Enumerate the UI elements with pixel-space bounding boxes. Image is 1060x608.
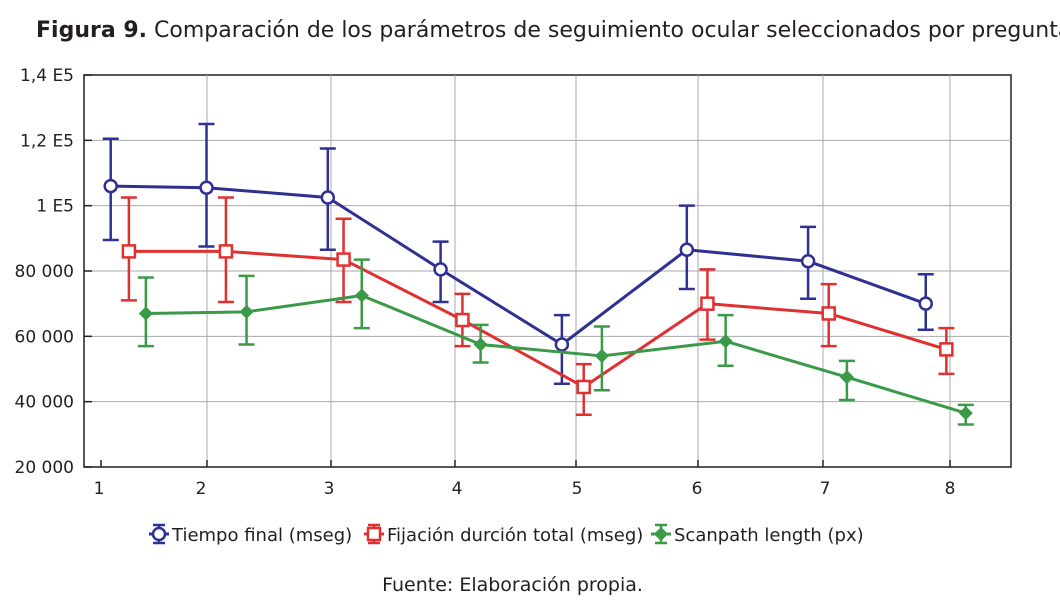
legend-label: Fijación durción total (mseg) (387, 525, 643, 546)
y-tick-label: 1 E5 (36, 197, 74, 217)
x-tick-label: 7 (820, 479, 831, 499)
data-point (354, 288, 369, 303)
data-point (239, 304, 254, 319)
grid (84, 75, 1011, 467)
figure-source: Fuente: Elaboración propia. (382, 574, 643, 596)
data-point (576, 379, 591, 395)
series-layer (102, 122, 974, 426)
x-tick-label: 4 (452, 479, 463, 499)
series-3 (137, 258, 974, 426)
series-2 (120, 196, 955, 416)
x-axis-ticks: 1 2 3 4 5 6 7 8 (94, 460, 956, 499)
series-line (128, 249, 947, 389)
data-point (218, 244, 234, 259)
y-tick-label: 1,4 E5 (20, 66, 74, 86)
y-axis-ticks: 20 000 40 000 60 000 80 000 1 E5 1,2 E5 1,4 E5 (15, 66, 92, 478)
data-point (821, 306, 836, 321)
series-line (145, 294, 967, 415)
data-point (199, 180, 214, 195)
legend-marker (366, 526, 382, 542)
legend-label: Tiempo final (mseg) (171, 525, 352, 546)
x-tick-label: 1 (94, 479, 105, 499)
data-point (121, 244, 137, 259)
series-1 (102, 122, 934, 385)
data-point (433, 262, 448, 277)
x-tick-label: 3 (324, 479, 335, 499)
legend-marker (151, 526, 167, 542)
data-point (958, 406, 973, 421)
data-point (594, 348, 609, 363)
data-point (700, 296, 715, 311)
legend-marker (653, 526, 669, 542)
legend-label: Scanpath length (px) (674, 525, 864, 546)
data-point (455, 312, 470, 328)
data-point (800, 253, 816, 269)
x-tick-label: 2 (196, 479, 207, 499)
data-point (473, 337, 488, 352)
data-point (103, 178, 118, 194)
y-tick-label: 80 000 (15, 262, 74, 282)
data-point (320, 190, 336, 205)
data-point (718, 334, 733, 349)
data-point (138, 306, 153, 321)
y-tick-label: 40 000 (15, 393, 74, 413)
x-tick-label: 5 (572, 479, 583, 499)
x-tick-label: 6 (692, 479, 703, 499)
data-point (336, 252, 351, 267)
legend-item-3: Scanpath length (px) (651, 523, 864, 546)
legend-item-1: Tiempo final (mseg) (149, 523, 352, 546)
figure-title-text: Comparación de los parámetros de seguimi… (154, 18, 1060, 43)
data-point (918, 296, 933, 311)
legend: Tiempo final (mseg) Fijación durción tota… (149, 523, 864, 546)
series-line (110, 184, 927, 346)
data-point (839, 370, 854, 385)
y-tick-label: 60 000 (15, 327, 74, 347)
data-point (679, 242, 695, 258)
data-point (554, 337, 570, 352)
x-tick-label: 8 (945, 479, 956, 499)
y-tick-label: 1,2 E5 (20, 131, 74, 151)
figure-title: Figura 9. Comparación de los parámetros … (36, 18, 1060, 43)
figure-label: Figura 9. (36, 18, 147, 43)
y-tick-label: 20 000 (15, 458, 74, 478)
legend-item-2: Fijación durción total (mseg) (364, 523, 643, 546)
data-point (939, 342, 954, 357)
